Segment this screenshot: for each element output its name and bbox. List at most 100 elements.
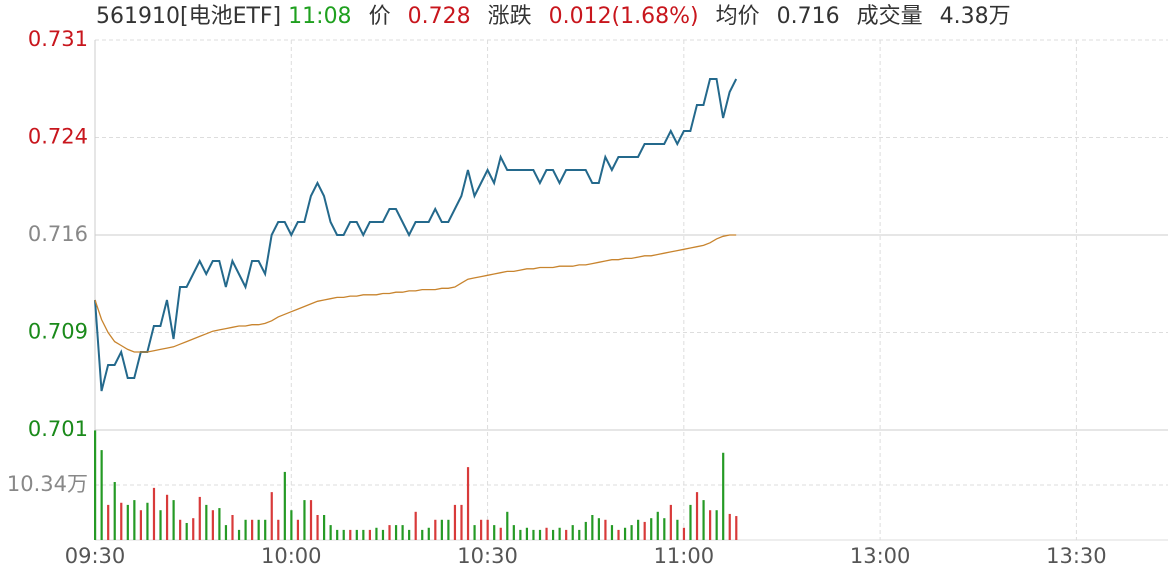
volume-bar	[296, 519, 300, 540]
volume-bar	[499, 527, 502, 540]
volume-bar	[133, 500, 136, 540]
volume-bar	[709, 510, 712, 540]
volume-bar	[682, 527, 686, 540]
volume-bar	[551, 529, 555, 540]
series-line	[94, 78, 738, 392]
volume-label: 成交量	[856, 4, 923, 29]
volume-bar	[512, 525, 515, 540]
volume-bar	[375, 527, 378, 540]
x-tick-label: 11:00	[654, 544, 715, 568]
volume-bar	[126, 504, 129, 540]
volume-bar	[283, 471, 286, 540]
y-tick-label: 0.701	[28, 417, 88, 441]
volume-bar	[584, 521, 587, 540]
volume-bar	[172, 500, 175, 540]
volume-bar	[676, 519, 679, 540]
volume-bar	[342, 529, 345, 540]
volume-bar	[316, 515, 319, 540]
volume-bar	[322, 515, 326, 540]
volume-bar	[466, 467, 470, 540]
x-tick-label: 13:30	[1046, 544, 1107, 568]
volume-bar	[571, 525, 574, 540]
volume-bar	[401, 525, 404, 540]
volume-bar	[159, 510, 162, 540]
volume-bar	[394, 525, 398, 540]
volume-bar	[113, 482, 116, 540]
volume-bar	[722, 452, 725, 540]
volume-bar	[264, 519, 267, 540]
volume-bar	[525, 527, 529, 540]
y-tick-label: 10.34万	[7, 472, 88, 496]
volume-bar	[610, 525, 614, 540]
volume-bar	[538, 529, 542, 540]
x-tick-label: 13:00	[850, 544, 911, 568]
volume-bar	[545, 527, 548, 540]
volume-bar	[218, 508, 221, 540]
volume-bar	[100, 450, 103, 540]
volume-bar	[179, 519, 182, 540]
avg: 0.716	[776, 4, 840, 29]
volume-bar	[192, 518, 195, 540]
volume-bar	[643, 521, 646, 540]
volume-bar	[355, 529, 358, 540]
time: 11:08	[288, 4, 352, 29]
volume-bar	[617, 529, 620, 540]
volume-bar	[165, 494, 169, 540]
volume-bar	[408, 529, 411, 540]
volume-bar	[558, 527, 561, 540]
volume-bar	[107, 504, 110, 540]
volume-bar	[440, 519, 443, 540]
volume-bar	[695, 492, 699, 540]
volume-bar	[728, 513, 731, 540]
volume-bar	[519, 529, 522, 540]
change: 0.012(1.68%)	[548, 4, 699, 29]
y-tick-label: 0.716	[28, 222, 88, 246]
change-label: 涨跌	[487, 4, 532, 29]
x-tick-label: 09:30	[65, 544, 126, 568]
volume-bar	[277, 519, 280, 540]
volume-bar	[434, 519, 437, 540]
volume-bar	[237, 529, 241, 540]
volume-bar	[656, 511, 659, 540]
y-tick-label: 0.724	[28, 125, 88, 149]
volume-bar	[257, 519, 260, 540]
volume-bar	[198, 496, 201, 540]
volume-bar	[329, 525, 332, 540]
volume-bar	[493, 525, 496, 540]
volume-bar	[637, 519, 640, 540]
volume-bar	[421, 529, 424, 540]
volume-bar	[152, 487, 156, 540]
volume-bar	[565, 529, 568, 540]
volume-bar	[597, 518, 600, 540]
code: 561910[电池ETF]	[96, 4, 282, 29]
volume-bar	[381, 529, 385, 540]
volume-bar	[205, 504, 208, 540]
y-tick-label: 0.731	[28, 27, 88, 51]
volume-bar	[486, 519, 489, 540]
volume-bar	[224, 525, 228, 540]
volume-bar	[460, 504, 463, 540]
volume-bar	[185, 522, 188, 540]
volume-bar	[388, 525, 391, 540]
volume-bar	[650, 518, 653, 540]
volume-bar	[578, 529, 581, 540]
volume-bar	[414, 511, 417, 540]
y-tick-label: 0.709	[28, 320, 88, 344]
x-tick-label: 10:00	[261, 544, 322, 568]
volume-bar	[139, 510, 142, 540]
volume: 4.38万	[939, 4, 1011, 29]
volume-bar	[349, 529, 352, 540]
volume-bar	[94, 430, 97, 540]
avg-label: 均价	[715, 4, 760, 29]
volume-bar	[447, 519, 450, 540]
volume-bar	[689, 504, 692, 540]
volume-bar	[368, 529, 371, 540]
volume-bar	[473, 525, 476, 540]
volume-bar	[591, 515, 594, 540]
volume-bar	[702, 500, 705, 540]
volume-bar	[453, 504, 457, 540]
volume-bar	[480, 519, 483, 540]
volume-bar	[669, 504, 672, 540]
price: 0.728	[407, 4, 471, 29]
